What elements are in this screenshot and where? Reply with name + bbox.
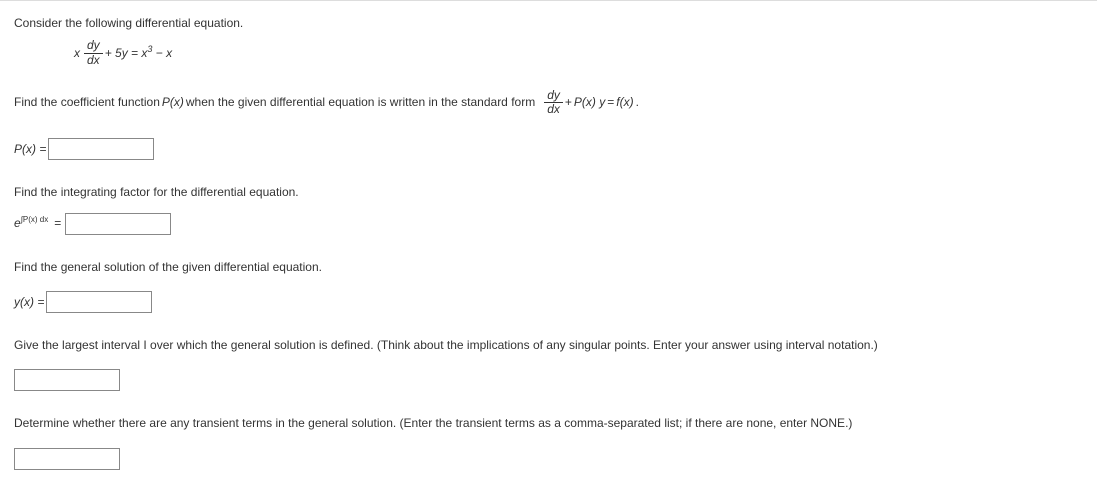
eq-x: x: [74, 43, 80, 63]
std-pxy: P(x) y: [574, 92, 605, 112]
std-frac-den: dx: [544, 102, 563, 116]
intro-text: Consider the following differential equa…: [14, 16, 243, 30]
transient-text: Determine whether there are any transien…: [14, 416, 852, 430]
eq-tail: − x: [152, 46, 172, 60]
eq-frac-dydx: dy dx: [84, 39, 103, 66]
coeff-px: P(x): [162, 92, 184, 112]
if-eq: =: [54, 213, 61, 233]
eq-frac-den: dx: [84, 53, 103, 67]
gs-text: Find the general solution of the given d…: [14, 260, 322, 274]
std-form-frac: dy dx: [544, 89, 563, 116]
px-label: P(x) =: [14, 139, 46, 159]
transient-input[interactable]: [14, 448, 120, 470]
question-container: Consider the following differential equa…: [0, 0, 1097, 496]
integrating-factor-input[interactable]: [65, 213, 171, 235]
integrating-factor-block: Find the integrating factor for the diff…: [14, 182, 1083, 234]
general-solution-block: Find the general solution of the given d…: [14, 257, 1083, 313]
interval-input[interactable]: [14, 369, 120, 391]
std-frac-num: dy: [544, 89, 563, 102]
transient-block: Determine whether there are any transien…: [14, 413, 1083, 469]
std-period: .: [636, 92, 639, 112]
differential-equation: x dy dx + 5y = x3 − x: [14, 39, 1083, 66]
coeff-prefix: Find the coefficient function: [14, 92, 160, 112]
if-base: e∫P(x) dx: [14, 213, 48, 233]
coefficient-question: Find the coefficient function P(x) when …: [14, 89, 1083, 116]
interval-text: Give the largest interval I over which t…: [14, 338, 878, 352]
gs-label: y(x) =: [14, 292, 44, 312]
intro-block: Consider the following differential equa…: [14, 13, 1083, 67]
std-plus: +: [565, 92, 572, 112]
eq-frac-num: dy: [84, 39, 103, 52]
interval-block: Give the largest interval I over which t…: [14, 335, 1083, 391]
eq-mid: + 5y = x3 − x: [105, 42, 172, 63]
if-exponent: ∫P(x) dx: [21, 215, 49, 224]
interval-answer-row: [14, 369, 1083, 391]
eq-mid-text: + 5y = x: [105, 46, 148, 60]
std-fx: f(x): [616, 92, 633, 112]
std-eq: =: [607, 92, 614, 112]
coeff-mid: when the given differential equation is …: [186, 92, 535, 112]
general-solution-input[interactable]: [46, 291, 152, 313]
gs-answer-row: y(x) =: [14, 291, 1083, 313]
if-answer-row: e∫P(x) dx =: [14, 213, 1083, 235]
if-base-e: e: [14, 216, 21, 230]
transient-answer-row: [14, 448, 1083, 470]
if-text: Find the integrating factor for the diff…: [14, 185, 299, 199]
px-answer-row: P(x) =: [14, 138, 1083, 160]
px-input[interactable]: [48, 138, 154, 160]
